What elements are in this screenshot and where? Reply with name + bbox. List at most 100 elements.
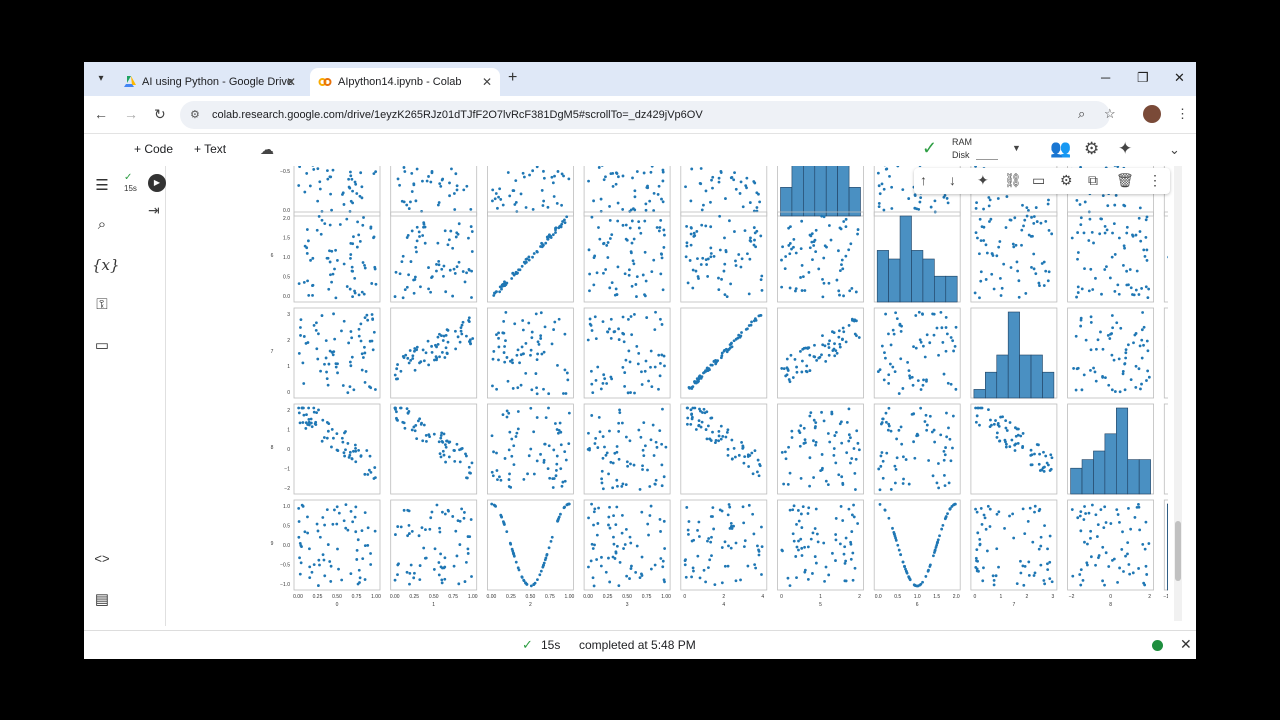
table-of-contents-icon[interactable]: ☰ <box>95 177 109 194</box>
scatter-point <box>814 425 817 428</box>
scatter-point <box>650 385 654 389</box>
scatter-point <box>318 535 322 539</box>
y-tick-label: 0.5 <box>283 275 290 281</box>
scatter-point <box>514 200 518 204</box>
resource-indicator[interactable]: RAM Disk <box>952 136 972 162</box>
add-text-button[interactable]: + Text <box>194 142 227 156</box>
pairplot-figure: 0.0−0.5−1.00.00.51.01.52.0601237−2−10128… <box>271 166 1168 608</box>
gemini-cell-icon[interactable]: ✦ <box>977 172 989 188</box>
mirror-cell-icon[interactable]: ⧉ <box>1088 172 1098 188</box>
forward-icon[interactable]: → <box>124 106 138 122</box>
code-snippets-icon[interactable]: <> <box>94 551 110 566</box>
scatter-point <box>663 547 667 550</box>
scatter-point <box>354 449 358 453</box>
scatter-point <box>612 330 616 334</box>
url-bar[interactable]: ⚙ colab.research.google.com/drive/1eyzK2… <box>180 101 1110 129</box>
scatter-point <box>615 450 619 454</box>
output-actions-icon[interactable]: ⇥ <box>148 202 160 218</box>
scatter-point <box>1103 225 1107 228</box>
restore-icon[interactable]: ❐ <box>1137 70 1149 85</box>
browser-menu-icon[interactable]: ⋮ <box>1176 106 1189 121</box>
move-cell-down-icon[interactable]: ↓ <box>949 172 956 188</box>
scatter-point <box>363 578 367 581</box>
scatter-point <box>1111 559 1114 562</box>
tab-search-icon[interactable]: ▾ <box>98 73 104 84</box>
gemini-sparkle-icon[interactable]: ✦ <box>1118 139 1133 158</box>
delete-cell-icon[interactable]: 🗑 <box>1116 172 1134 188</box>
site-info-icon[interactable]: ⚙ <box>190 109 200 121</box>
scatter-point <box>414 199 418 203</box>
share-icon[interactable]: 👥 <box>1050 139 1072 158</box>
scatter-point <box>710 535 713 539</box>
scatter-point <box>695 377 699 381</box>
secrets-key-icon[interactable]: ⚿ <box>96 296 108 313</box>
scatter-point <box>460 332 464 336</box>
comment-icon[interactable]: ▭ <box>1032 172 1046 188</box>
scatter-point <box>1087 511 1091 515</box>
close-status-icon[interactable]: ✕ <box>1180 636 1192 652</box>
scatter-point <box>470 250 474 253</box>
scatter-point <box>637 226 641 230</box>
scatter-point <box>467 236 470 240</box>
scatter-point <box>824 360 828 363</box>
run-cell-button[interactable]: ▶ <box>148 174 166 192</box>
scatter-point <box>1109 332 1112 336</box>
scatter-point <box>726 428 730 432</box>
close-tab-icon[interactable]: ✕ <box>481 75 492 89</box>
scatter-point <box>305 252 309 255</box>
variables-icon[interactable]: {x} <box>92 256 120 274</box>
reload-icon[interactable]: ↻ <box>154 106 166 122</box>
scatter-point <box>413 429 417 433</box>
new-tab-icon[interactable]: + <box>508 69 518 86</box>
scatter-point <box>1014 434 1018 438</box>
cloud-save-icon[interactable]: ☁ <box>260 141 274 157</box>
runtime-status-dot[interactable] <box>1152 640 1163 651</box>
scatter-point <box>529 406 533 410</box>
settings-gear-icon[interactable]: ⚙ <box>1084 139 1100 158</box>
scatter-point <box>925 428 929 432</box>
scatter-point <box>494 504 498 508</box>
more-options-icon[interactable]: ⋮ <box>1148 172 1162 188</box>
scatter-point <box>333 337 337 341</box>
subplot-frame <box>777 403 864 495</box>
scatter-point <box>465 184 469 188</box>
close-window-icon[interactable]: ✕ <box>1174 70 1185 85</box>
scatter-point <box>1000 286 1004 290</box>
tab-google-drive[interactable]: AI using Python - Google Drive ✕ <box>114 68 304 96</box>
cell-settings-icon[interactable]: ⚙ <box>1060 172 1073 188</box>
scatter-point <box>1099 330 1102 334</box>
notebook-scrollbar[interactable] <box>1174 166 1182 621</box>
find-replace-icon[interactable]: ⌕ <box>97 216 107 233</box>
scatter-point <box>410 428 414 432</box>
scatter-point <box>882 187 886 191</box>
collapse-header-icon[interactable]: ⌄ <box>1169 142 1180 157</box>
minimize-icon[interactable]: ─ <box>1101 70 1111 85</box>
scatter-point <box>363 316 367 320</box>
command-palette-icon[interactable]: ▤ <box>94 591 110 608</box>
cell-toolbar: ↑ ↓ ✦ ⛓ ▭ ⚙ ⧉ 🗑 ⋮ <box>914 168 1170 194</box>
scatter-point <box>918 338 922 342</box>
scatter-point <box>695 229 699 233</box>
close-tab-icon[interactable]: ✕ <box>285 75 296 89</box>
scatter-point <box>421 234 425 237</box>
scatter-point <box>1005 195 1009 198</box>
scatter-point <box>550 175 554 179</box>
scatter-point <box>629 251 633 255</box>
scatter-point <box>913 206 917 210</box>
runtime-dropdown-icon[interactable]: ▼ <box>1012 143 1021 153</box>
zoom-icon[interactable]: ⌕ <box>1078 106 1086 121</box>
scatter-point <box>598 430 602 434</box>
bookmark-star-icon[interactable]: ☆ <box>1104 106 1116 121</box>
move-cell-up-icon[interactable]: ↑ <box>920 172 927 188</box>
add-code-button[interactable]: + Code <box>134 142 174 156</box>
scatter-point <box>559 467 563 471</box>
link-icon[interactable]: ⛓ <box>1004 172 1022 188</box>
scatter-point <box>590 382 594 386</box>
profile-avatar[interactable] <box>1143 105 1161 123</box>
tab-colab[interactable]: AIpython14.ipynb - Colab ✕ <box>310 68 500 96</box>
files-folder-icon[interactable]: ▭ <box>94 337 110 354</box>
scatter-point <box>506 379 510 383</box>
scrollbar-thumb[interactable] <box>1175 521 1181 581</box>
back-icon[interactable]: ← <box>94 106 108 122</box>
scatter-point <box>1046 202 1050 206</box>
